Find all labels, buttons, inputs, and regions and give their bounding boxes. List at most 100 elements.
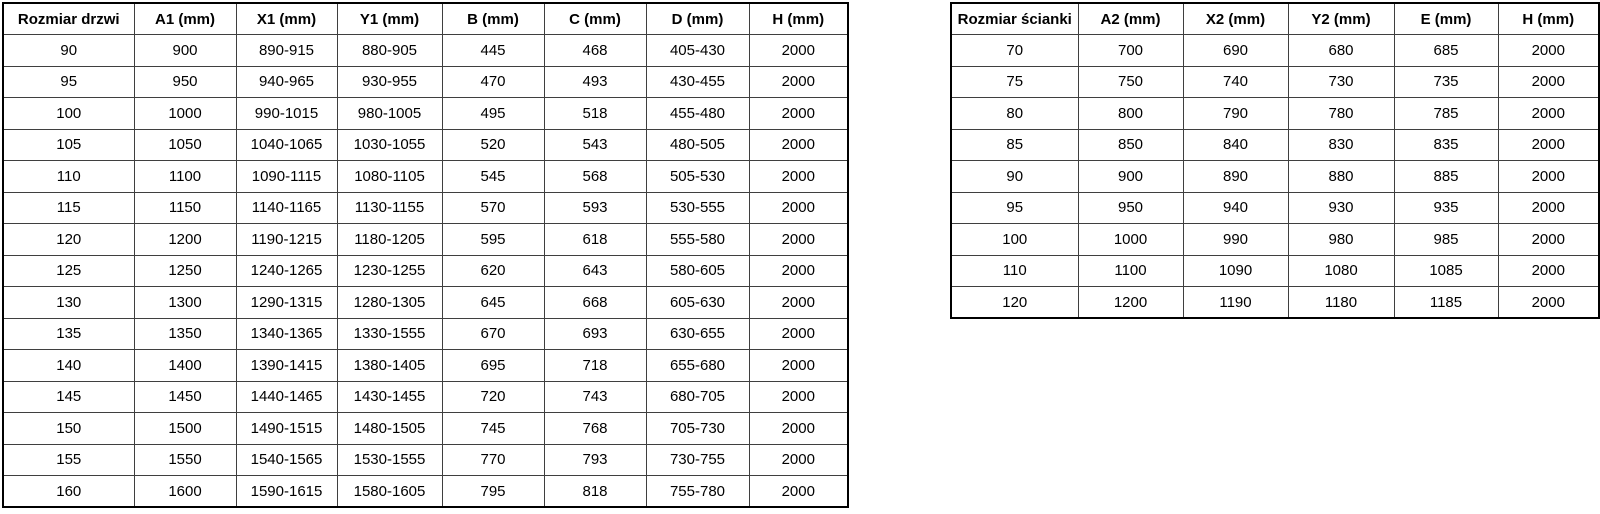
table-cell: 1340-1365 xyxy=(235,317,338,350)
table-cell: 900 xyxy=(133,34,237,67)
table-cell: 850 xyxy=(1077,128,1184,161)
table-cell: 530-555 xyxy=(645,191,750,224)
table-cell: 1150 xyxy=(133,191,237,224)
table-cell: 693 xyxy=(543,317,647,350)
table-cell: 90 xyxy=(2,34,135,67)
table-cell: 750 xyxy=(1077,65,1184,98)
table-cell: 2000 xyxy=(748,380,849,413)
table-cell: 770 xyxy=(441,443,545,476)
table-cell: 2000 xyxy=(748,254,849,287)
table-cell: 505-530 xyxy=(645,160,750,193)
table-cell: 630-655 xyxy=(645,317,750,350)
table-cell: 670 xyxy=(441,317,545,350)
table-cell: 743 xyxy=(543,380,647,413)
table-cell: 1200 xyxy=(133,223,237,256)
table-cell: 1040-1065 xyxy=(235,128,338,161)
table-cell: 1080 xyxy=(1287,254,1395,287)
table-cell: 2000 xyxy=(748,128,849,161)
table-cell: 1200 xyxy=(1077,286,1184,319)
table-cell: 990 xyxy=(1182,223,1289,256)
table-cell: 780 xyxy=(1287,97,1395,130)
table-cell: 830 xyxy=(1287,128,1395,161)
table-row: 160 1600 1590-1615 1580-1605 795 818 755-780 20… xyxy=(2,475,849,508)
table-row: 120 1200 1190 1180 1185 2000 xyxy=(950,286,1600,319)
table-cell: 430-455 xyxy=(645,65,750,98)
table-cell: 2000 xyxy=(748,65,849,98)
table-cell: 1030-1055 xyxy=(336,128,443,161)
table-cell: 2000 xyxy=(748,412,849,445)
table-cell: 668 xyxy=(543,286,647,319)
table-cell: 1050 xyxy=(133,128,237,161)
table-cell: 2000 xyxy=(748,160,849,193)
table-cell: 2000 xyxy=(748,349,849,382)
table-cell: 70 xyxy=(950,34,1079,67)
table-cell: 680 xyxy=(1287,34,1395,67)
table-cell: 110 xyxy=(950,254,1079,287)
table-row: 105 1050 1040-1065 1030-1055 520 543 480-505 20… xyxy=(2,128,849,161)
table-row: 145 1450 1440-1465 1430-1455 720 743 680-705 20… xyxy=(2,380,849,413)
table-cell: 110 xyxy=(2,160,135,193)
table-cell: 1180 xyxy=(1287,286,1395,319)
column-header: A2 (mm) xyxy=(1077,2,1184,35)
table-cell: 718 xyxy=(543,349,647,382)
table-cell: 890 xyxy=(1182,160,1289,193)
table-cell: 790 xyxy=(1182,97,1289,130)
table-cell: 520 xyxy=(441,128,545,161)
table-cell: 160 xyxy=(2,475,135,508)
table-cell: 740 xyxy=(1182,65,1289,98)
table-cell: 880-905 xyxy=(336,34,443,67)
table-cell: 1290-1315 xyxy=(235,286,338,319)
table-cell: 730-755 xyxy=(645,443,750,476)
table-cell: 1280-1305 xyxy=(336,286,443,319)
table-row: 100 1000 990-1015 980-1005 495 518 455-480 2000 xyxy=(2,97,849,130)
table-cell: 1140-1165 xyxy=(235,191,338,224)
table-cell: 2000 xyxy=(1497,191,1600,224)
table-cell: 1190 xyxy=(1182,286,1289,319)
table-cell: 130 xyxy=(2,286,135,319)
table-cell: 720 xyxy=(441,380,545,413)
table-cell: 518 xyxy=(543,97,647,130)
table-cell: 150 xyxy=(2,412,135,445)
table-cell: 2000 xyxy=(748,286,849,319)
table-cell: 735 xyxy=(1393,65,1499,98)
table-cell: 795 xyxy=(441,475,545,508)
column-header: H (mm) xyxy=(748,2,849,35)
table-cell: 495 xyxy=(441,97,545,130)
column-header: Y1 (mm) xyxy=(336,2,443,35)
table-cell: 1440-1465 xyxy=(235,380,338,413)
table-row: 95 950 940 930 935 2000 xyxy=(950,191,1600,224)
table-cell: 2000 xyxy=(1497,286,1600,319)
table-cell: 568 xyxy=(543,160,647,193)
table-row: 155 1550 1540-1565 1530-1555 770 793 730-755 20… xyxy=(2,443,849,476)
table-cell: 2000 xyxy=(748,443,849,476)
table-cell: 618 xyxy=(543,223,647,256)
column-header: E (mm) xyxy=(1393,2,1499,35)
table-cell: 470 xyxy=(441,65,545,98)
table-row: 75 750 740 730 735 2000 xyxy=(950,65,1600,98)
table-cell: 145 xyxy=(2,380,135,413)
table-cell: 2000 xyxy=(1497,160,1600,193)
table-row: 95 950 940-965 930-955 470 493 430-455 2000 xyxy=(2,65,849,98)
table-cell: 835 xyxy=(1393,128,1499,161)
table-cell: 700 xyxy=(1077,34,1184,67)
table-cell: 100 xyxy=(950,223,1079,256)
table-cell: 685 xyxy=(1393,34,1499,67)
table-cell: 1390-1415 xyxy=(235,349,338,382)
table-cell: 2000 xyxy=(1497,128,1600,161)
table-cell: 785 xyxy=(1393,97,1499,130)
table-row: 70 700 690 680 685 2000 xyxy=(950,34,1600,67)
column-header: X2 (mm) xyxy=(1182,2,1289,35)
table-row: 115 1150 1140-1165 1130-1155 570 593 530-555 20… xyxy=(2,191,849,224)
table-cell: 2000 xyxy=(748,317,849,350)
column-header: Rozmiar ścianki xyxy=(950,2,1079,35)
table-cell: 695 xyxy=(441,349,545,382)
table-cell: 1480-1505 xyxy=(336,412,443,445)
table-cell: 1190-1215 xyxy=(235,223,338,256)
table-cell: 745 xyxy=(441,412,545,445)
table-cell: 140 xyxy=(2,349,135,382)
table-cell: 2000 xyxy=(1497,65,1600,98)
table-cell: 1330-1555 xyxy=(336,317,443,350)
table-row: 85 850 840 830 835 2000 xyxy=(950,128,1600,161)
table-cell: 80 xyxy=(950,97,1079,130)
